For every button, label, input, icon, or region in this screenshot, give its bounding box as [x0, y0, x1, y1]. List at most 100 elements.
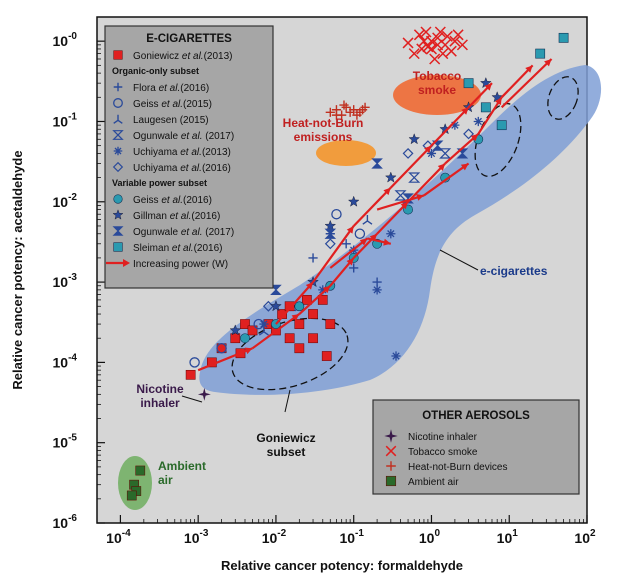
annotation-line: Heat-not-Burn — [283, 116, 364, 130]
data-point — [402, 147, 414, 159]
legend-item-text: Geiss — [133, 195, 161, 206]
data-point — [456, 148, 469, 159]
annotation-line: air — [158, 473, 173, 487]
legend-marker — [113, 114, 123, 124]
data-point — [558, 32, 569, 43]
legend-item-label: Geiss et al.(2016) — [133, 195, 212, 206]
power-arrow-head — [383, 238, 391, 246]
data-point — [425, 35, 438, 47]
power-arrow-head — [544, 58, 552, 67]
annotation-2: e-cigarettes — [480, 264, 548, 278]
legend-marker — [384, 429, 398, 443]
data-point — [391, 351, 401, 361]
x-tick-exponent: -1 — [355, 528, 364, 539]
legend-item-year: (2016) — [183, 195, 212, 206]
legend-item-label: Ambient air — [408, 477, 459, 488]
y-tick-exponent: -3 — [68, 272, 77, 283]
power-arrow-head — [525, 65, 533, 73]
legend-marker — [113, 98, 123, 108]
y-tick-exponent: -1 — [68, 111, 77, 122]
data-point — [331, 208, 342, 220]
data-point — [452, 29, 464, 41]
legend-item-text: Ogunwale — [133, 227, 181, 238]
power-arrow-segment — [444, 133, 480, 165]
power-arrow-segment — [390, 144, 433, 189]
legend-item-year: (2016) — [202, 163, 231, 174]
tobacco-smoke-region — [393, 75, 481, 115]
x-tick-exponent: 2 — [590, 528, 596, 539]
x-tick-label: 100 — [419, 528, 441, 546]
data-point — [496, 120, 507, 131]
series-8 — [229, 77, 503, 336]
legend-item-italic: et al. — [181, 131, 203, 142]
data-point — [408, 172, 421, 183]
power-arrow-head — [346, 257, 354, 266]
power-arrow-chain-1 — [275, 82, 493, 325]
y-tick-label: 10-6 — [53, 513, 78, 531]
series-14 — [126, 465, 146, 501]
legend-item-label: Uchiyama et al.(2016) — [133, 163, 231, 174]
power-arrow-segment — [197, 347, 253, 372]
legend-item-label: Gillman et al.(2016) — [133, 211, 220, 222]
data-point — [449, 35, 461, 47]
annotation-line: inhaler — [140, 396, 180, 410]
data-point — [402, 37, 414, 49]
legend-item-label: Geiss et al.(2015) — [133, 99, 212, 110]
data-point — [284, 333, 295, 344]
y-tick-exponent: -2 — [68, 192, 77, 203]
power-arrow-head — [437, 163, 446, 171]
y-tick-label: 10-2 — [53, 192, 78, 210]
power-arrow-segment — [275, 281, 314, 325]
legend-item-text: Goniewicz — [133, 51, 182, 62]
data-point — [439, 148, 452, 159]
data-point — [408, 133, 421, 145]
legend-marker — [113, 242, 123, 252]
y-tick-exponent: -6 — [68, 513, 77, 524]
data-point — [437, 48, 449, 60]
data-point — [385, 171, 397, 183]
data-point — [317, 295, 328, 305]
data-point — [352, 110, 362, 120]
data-point — [463, 78, 474, 89]
data-point — [259, 319, 269, 329]
annotations: Tobacco smoke Heat-not-Burn emissions e-ciga… — [136, 69, 547, 487]
legend-marker — [112, 226, 124, 236]
y-tick-label: 10-4 — [53, 352, 78, 370]
data-point — [324, 219, 337, 231]
legend-item-italic: et al. — [180, 147, 202, 158]
y-axis-title: Relative cancer potency: acetaldehyde — [10, 150, 25, 389]
legend-other-box — [372, 399, 580, 495]
legend-item-italic: et al. — [159, 83, 181, 94]
legend-other-aerosols: OTHER AEROSOLS Nicotine inhaler Tobacco sm… — [372, 399, 580, 495]
data-point — [229, 324, 242, 336]
x-tick-base: 10 — [106, 530, 122, 546]
data-point — [189, 357, 200, 368]
legend-item-label: Heat-not-Burn devices — [408, 462, 508, 473]
y-tick-base: 10 — [53, 435, 69, 451]
data-point — [491, 91, 503, 103]
data-point — [463, 128, 475, 140]
legend-item-label: Uchiyama et al.(2013) — [133, 147, 231, 158]
power-arrow-segment — [251, 313, 300, 350]
annotation-1: Heat-not-Burn emissions — [283, 116, 364, 144]
data-point — [197, 387, 211, 401]
data-point — [431, 140, 444, 151]
power-arrow-chain-2 — [376, 162, 470, 211]
y-tick-label: 10-1 — [53, 111, 78, 129]
legend-marker — [112, 130, 124, 140]
data-point — [408, 48, 420, 60]
x-tick-label: 10-2 — [262, 528, 287, 546]
goniewicz-pointer — [284, 389, 291, 413]
series-11 — [197, 387, 211, 401]
legend-marker — [113, 146, 123, 156]
y-tick-label: 10-0 — [53, 31, 78, 49]
annotation-line: Ambient — [158, 459, 206, 473]
legend-item-year: (2013) — [202, 147, 231, 158]
power-arrow-head — [484, 83, 492, 91]
power-arrow-chain-4 — [329, 237, 392, 269]
y-tick-label: 10-3 — [53, 272, 78, 290]
y-tick-exponent: -0 — [68, 31, 77, 42]
power-arrow-segment — [430, 106, 470, 147]
